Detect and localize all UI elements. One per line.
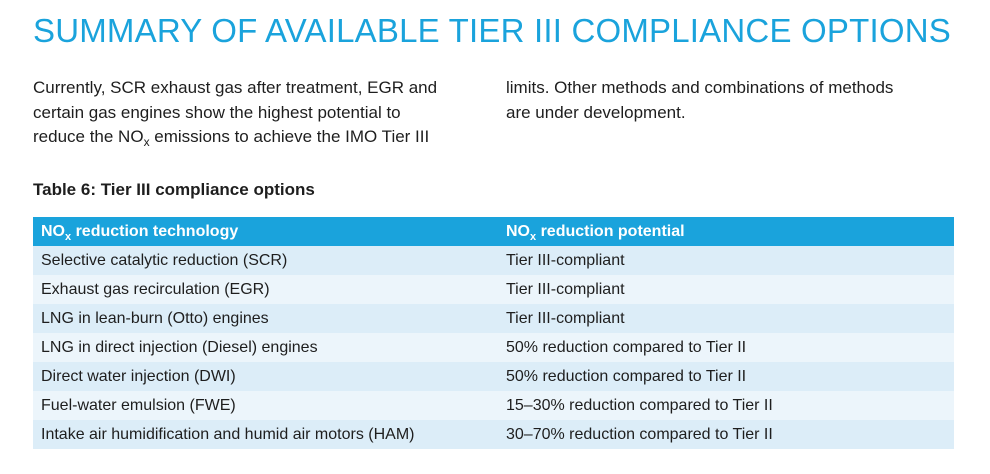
table-header-row: NOx reduction technology NOx reduction p… — [33, 217, 954, 246]
table-row: LNG in lean-burn (Otto) engines Tier III-… — [33, 304, 954, 333]
intro-line-1: Currently, SCR exhaust gas after treatme… — [33, 78, 438, 97]
table-caption: Table 6: Tier III compliance options — [33, 180, 315, 199]
potential-cell: 50% reduction compared to Tier II — [506, 338, 747, 356]
intro-line-5: are under development. — [506, 102, 686, 122]
technology-cell: Intake air humidification and humid air … — [41, 425, 415, 443]
potential-cell: Tier III-compliant — [506, 280, 625, 298]
technology-cell: LNG in direct injection (Diesel) engines — [41, 338, 318, 356]
intro-paragraph-column-1: Currently, SCR exhaust gas after treatme… — [33, 76, 493, 150]
potential-cell: Tier III-compliant — [506, 251, 625, 269]
technology-cell: Direct water injection (DWI) — [41, 367, 236, 385]
compliance-options-table: NOx reduction technology NOx reduction p… — [33, 217, 954, 449]
table-body: Selective catalytic reduction (SCR) Tier … — [33, 246, 954, 449]
table-row: Selective catalytic reduction (SCR) Tier … — [33, 246, 954, 275]
potential-cell: 30–70% reduction compared to Tier II — [506, 425, 773, 443]
header-technology: NOx reduction technology — [41, 222, 239, 243]
header-potential: NOx reduction potential — [506, 222, 685, 243]
table-row: Fuel-water emulsion (FWE) 15–30% reductio… — [33, 391, 954, 420]
potential-cell: 15–30% reduction compared to Tier II — [506, 396, 773, 414]
intro-paragraph-column-2: limits. Other methods and combinations o… — [506, 76, 966, 125]
potential-cell: Tier III-compliant — [506, 309, 625, 327]
technology-cell: Exhaust gas recirculation (EGR) — [41, 280, 270, 298]
intro-line-4: limits. Other methods and combinations o… — [506, 78, 894, 97]
technology-cell: LNG in lean-burn (Otto) engines — [41, 309, 269, 327]
page-title: SUMMARY OF AVAILABLE TIER III COMPLIANCE… — [33, 12, 951, 49]
technology-cell: Fuel-water emulsion (FWE) — [41, 396, 236, 414]
intro-line-3: reduce the NOx emissions to achieve the … — [33, 127, 430, 149]
table-row: Direct water injection (DWI) 50% reductio… — [33, 362, 954, 391]
table-row: Exhaust gas recirculation (EGR) Tier III-… — [33, 275, 954, 304]
table-row: LNG in direct injection (Diesel) engines… — [33, 333, 954, 362]
table-row: Intake air humidification and humid air … — [33, 420, 954, 449]
intro-line-2: certain gas engines show the highest pot… — [33, 102, 401, 122]
nox-subscript: x — [143, 135, 150, 149]
potential-cell: 50% reduction compared to Tier II — [506, 367, 747, 385]
technology-cell: Selective catalytic reduction (SCR) — [41, 251, 288, 269]
